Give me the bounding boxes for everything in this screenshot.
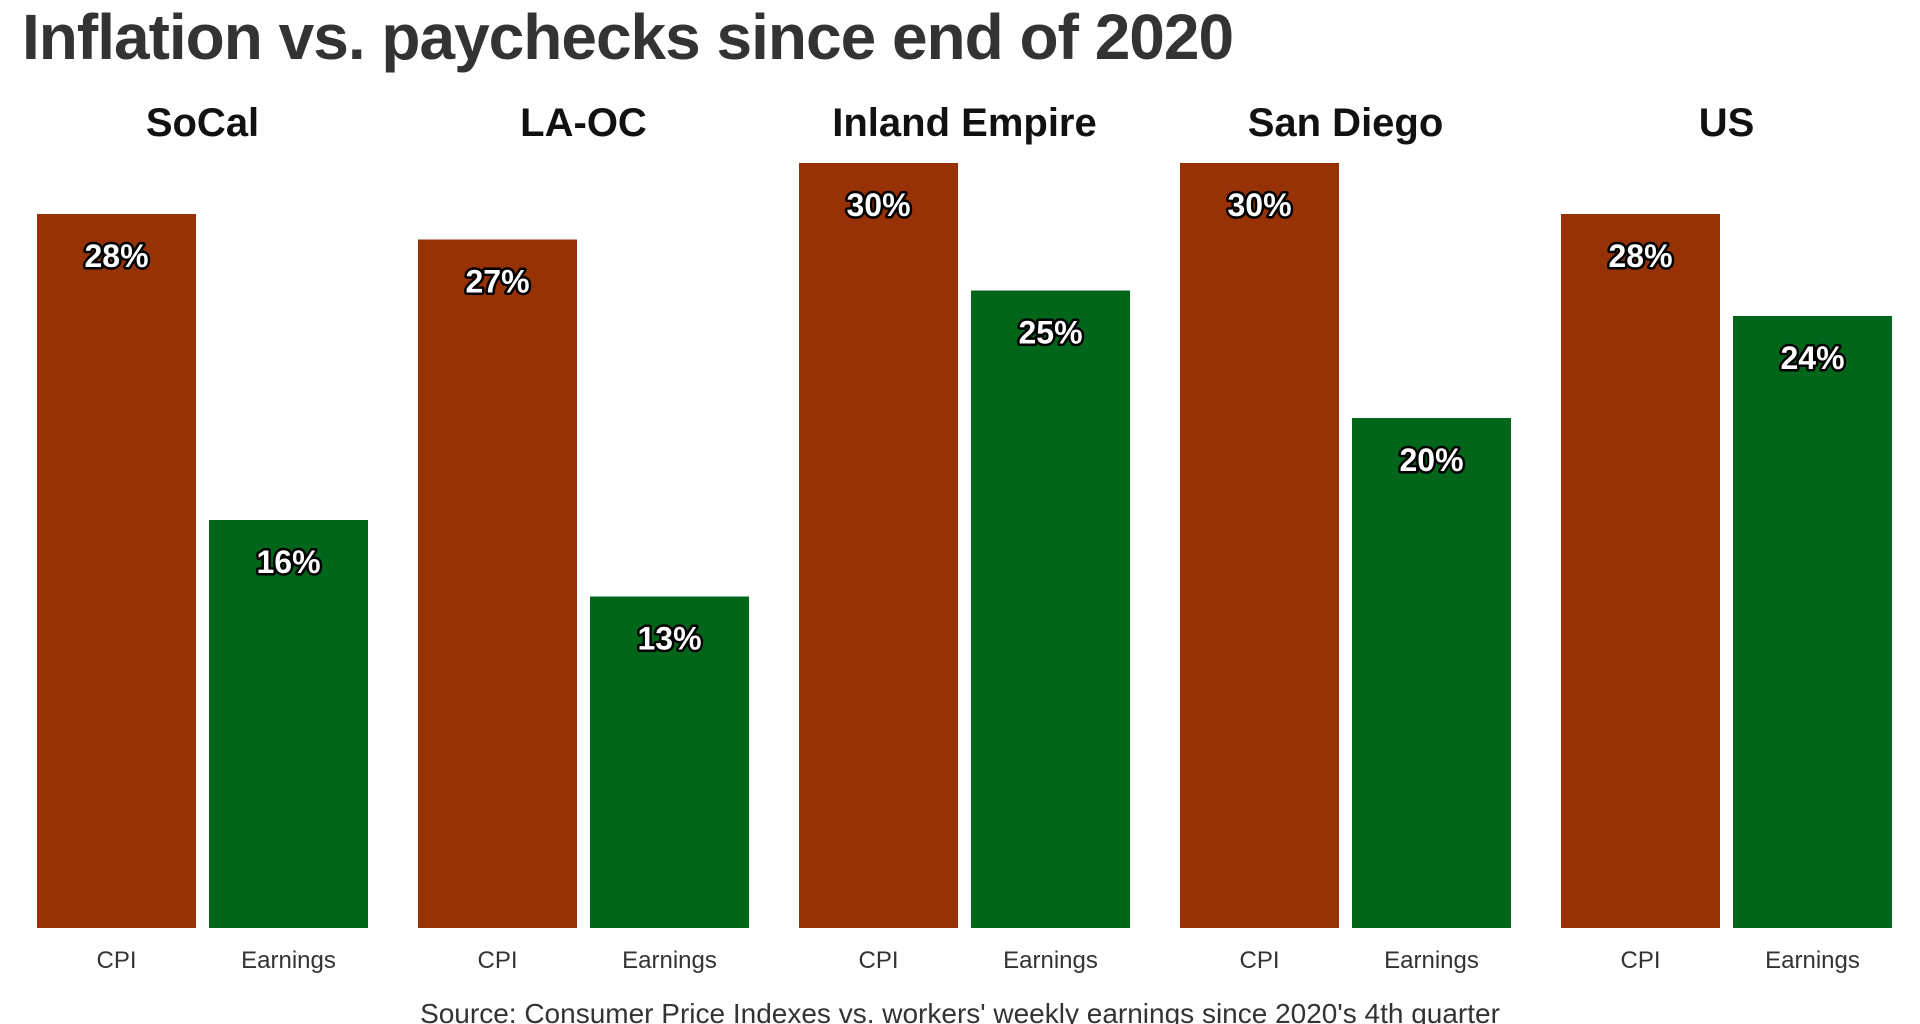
data-label: 28%	[84, 238, 148, 274]
category-tick-label: Earnings	[241, 947, 336, 974]
category-tick-label: CPI	[1620, 947, 1660, 974]
category-tick-label: Earnings	[1765, 947, 1860, 974]
category-tick-label: CPI	[96, 947, 136, 974]
bar-earnings	[590, 596, 749, 928]
bar-earnings	[1733, 316, 1892, 928]
bar-earnings	[971, 290, 1130, 928]
category-tick-label: Earnings	[622, 947, 717, 974]
data-label: 13%	[637, 621, 701, 657]
panel-title: LA-OC	[520, 101, 647, 145]
category-tick-label: CPI	[477, 947, 517, 974]
data-label: 27%	[465, 264, 529, 300]
data-label: 24%	[1780, 340, 1844, 376]
bar-cpi	[37, 214, 196, 928]
chart-panel: LA-OC 27% CPI 13% Earnings	[418, 101, 749, 974]
chart-panel: US 28% CPI 24% Earnings	[1561, 101, 1892, 974]
bar-earnings	[1352, 418, 1511, 928]
data-label: 30%	[1227, 187, 1291, 223]
panel-title: US	[1699, 101, 1755, 145]
category-tick-label: CPI	[1239, 947, 1279, 974]
bar-cpi	[799, 163, 958, 928]
bar-cpi	[1180, 163, 1339, 928]
category-tick-label: CPI	[858, 947, 898, 974]
data-label: 30%	[846, 187, 910, 223]
data-label: 28%	[1608, 238, 1672, 274]
bar-earnings	[209, 520, 368, 928]
chart-source: Source: Consumer Price Indexes vs. worke…	[420, 998, 1500, 1024]
chart-title: Inflation vs. paychecks since end of 202…	[22, 1, 1234, 73]
chart-panel: SoCal 28% CPI 16% Earnings	[37, 101, 368, 974]
chart-panel: Inland Empire 30% CPI 25% Earnings	[799, 101, 1130, 974]
data-label: 25%	[1018, 315, 1082, 351]
bar-cpi	[1561, 214, 1720, 928]
category-tick-label: Earnings	[1384, 947, 1479, 974]
data-label: 16%	[256, 544, 320, 580]
panel-title: San Diego	[1248, 101, 1444, 145]
chart-panel: San Diego 30% CPI 20% Earnings	[1180, 101, 1511, 974]
bar-cpi	[418, 239, 577, 928]
category-tick-label: Earnings	[1003, 947, 1098, 974]
data-label: 20%	[1399, 442, 1463, 478]
panel-title: Inland Empire	[832, 101, 1097, 145]
panel-title: SoCal	[146, 101, 259, 145]
